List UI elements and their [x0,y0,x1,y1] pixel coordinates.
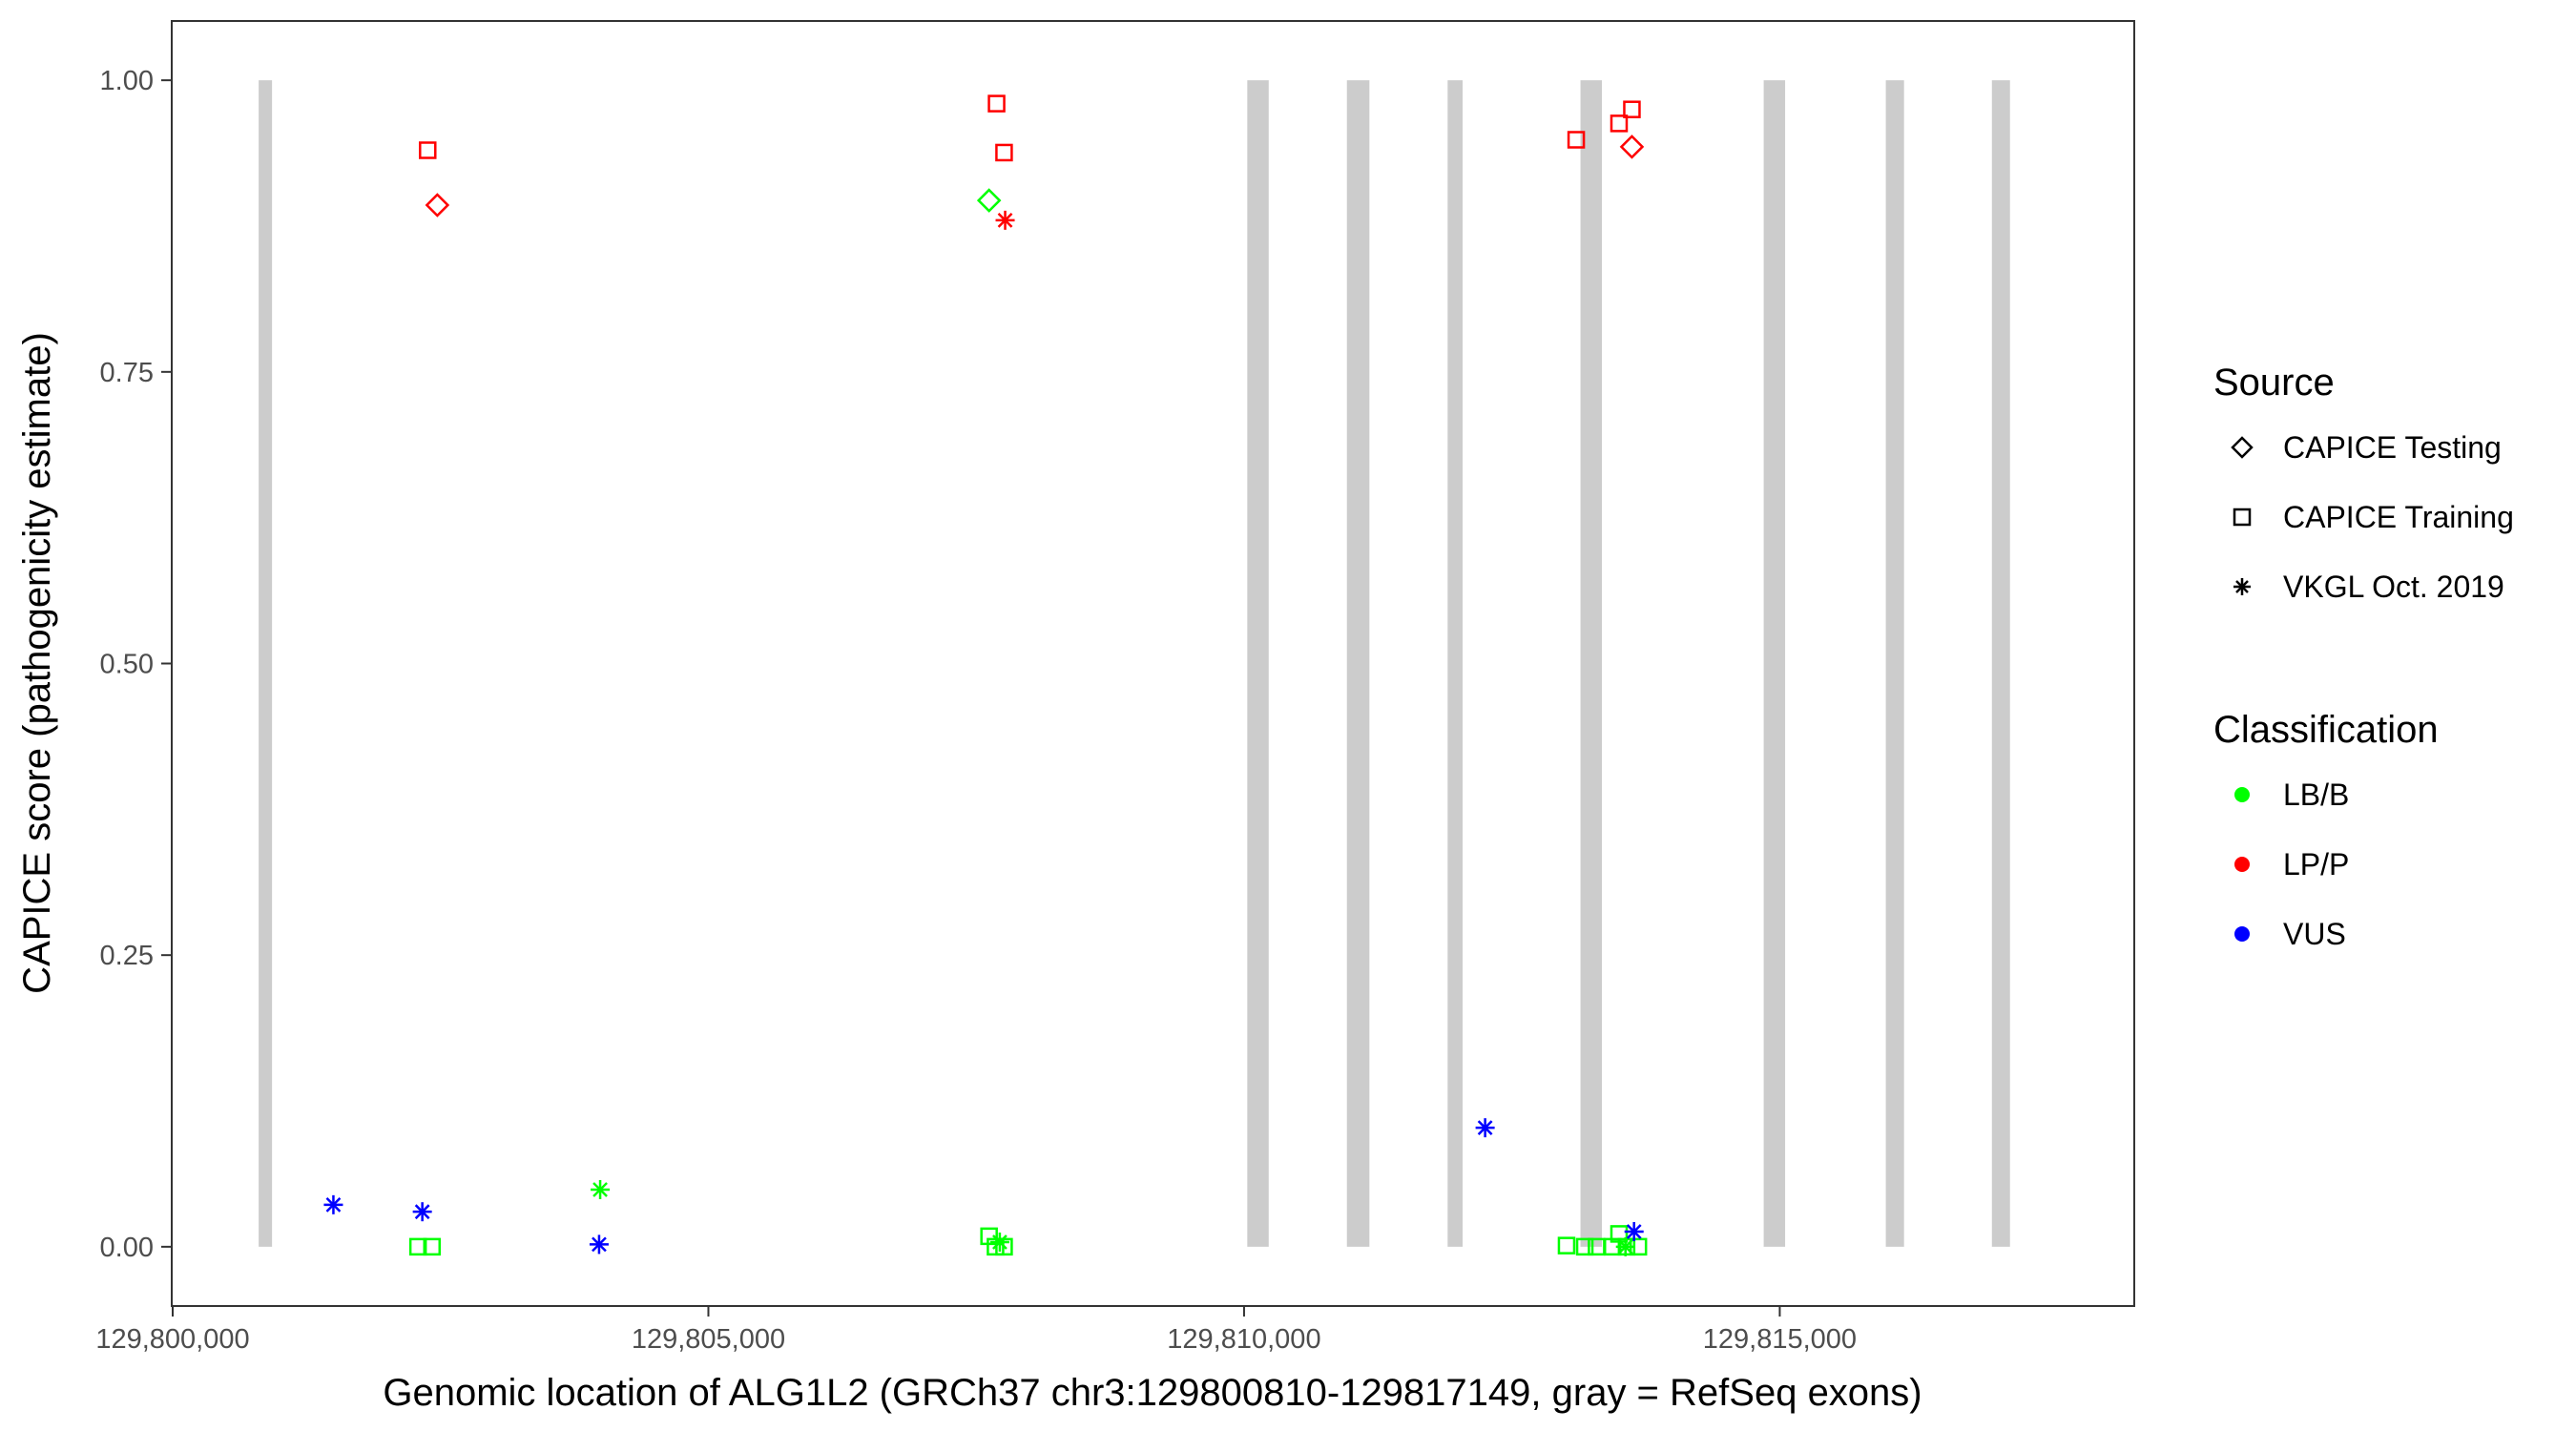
point-diamond-5 [976,188,1002,213]
legend-source-title: Source [2213,362,2335,404]
point-asterisk-21 [1475,1118,1495,1138]
legend-lbb-dot-icon [2234,787,2250,802]
legend-label-vus: VUS [2283,917,2346,951]
legend: Source CAPICE Testing CAPICE Training VK… [2213,362,2514,951]
axis-layer: 129,800,000 129,805,000 129,810,000 129,815… [95,66,1857,1355]
point-asterisk-6 [995,210,1015,230]
y-tick-label: 0.00 [100,1233,154,1263]
x-tick-label: 129,815,000 [1703,1324,1857,1355]
exon-layer [259,80,2010,1247]
y-axis-title: CAPICE score (pathogenicity estimate) [16,332,58,994]
exon-bar-7 [1885,80,1904,1247]
legend-label-capice-testing: CAPICE Testing [2283,430,2502,465]
exon-bar-2 [1247,80,1269,1247]
exon-bar-8 [1991,80,2010,1247]
point-square-3 [987,94,1006,113]
legend-lpp-dot-icon [2234,857,2250,872]
exon-bar-3 [1346,80,1370,1247]
legend-label-lbb: LB/B [2283,778,2349,812]
point-asterisk-30 [1624,1221,1644,1241]
point-square-22 [1557,1236,1576,1255]
legend-label-lpp: LP/P [2283,847,2349,881]
y-tick-label: 1.00 [100,66,154,96]
point-diamond-2 [425,193,450,218]
y-tick-label: 0.25 [100,941,154,971]
x-axis-title: Genomic location of ALG1L2 (GRCh37 chr3:… [383,1372,1922,1414]
point-square-8 [1610,114,1629,133]
exon-bar-4 [1447,80,1464,1247]
point-square-1 [419,141,437,159]
legend-entry-capice-testing: CAPICE Testing [2231,430,2502,465]
point-asterisk-15 [591,1179,611,1199]
point-square-23 [1575,1237,1594,1256]
legend-label-vkgl: VKGL Oct. 2019 [2283,570,2504,604]
legend-classification-title: Classification [2213,709,2439,751]
exon-bar-1 [259,80,273,1247]
point-asterisk-16 [589,1234,609,1255]
legend-asterisk-stroke [2235,580,2249,593]
x-tick-label: 129,805,000 [632,1324,785,1355]
point-asterisk-29 [1615,1236,1635,1256]
point-square-9 [1623,100,1641,118]
point-square-4 [995,143,1013,162]
legend-label-capice-training: CAPICE Training [2283,500,2514,534]
point-asterisk-12 [412,1202,432,1222]
legend-entry-vkgl [2233,578,2251,595]
point-diamond-10 [1619,135,1645,159]
point-square-7 [1567,131,1586,149]
points-layer [323,94,1648,1256]
legend-square-icon [2233,508,2252,527]
point-square-17 [980,1227,998,1246]
exon-bar-5 [1580,80,1603,1247]
legend-vus-dot-icon [2234,926,2250,942]
legend-entry-capice-training: CAPICE Training [2233,500,2514,534]
point-asterisk-11 [323,1194,343,1214]
point-asterisk-20 [989,1232,1009,1252]
x-tick-label: 129,810,000 [1167,1324,1320,1355]
y-tick-label: 0.75 [100,358,154,388]
y-tick-label: 0.50 [100,650,154,680]
x-tick-label: 129,800,000 [95,1324,249,1355]
legend-diamond-icon [2231,436,2254,459]
exon-bar-6 [1763,80,1786,1247]
point-square-13 [408,1237,427,1256]
point-square-14 [423,1237,442,1256]
